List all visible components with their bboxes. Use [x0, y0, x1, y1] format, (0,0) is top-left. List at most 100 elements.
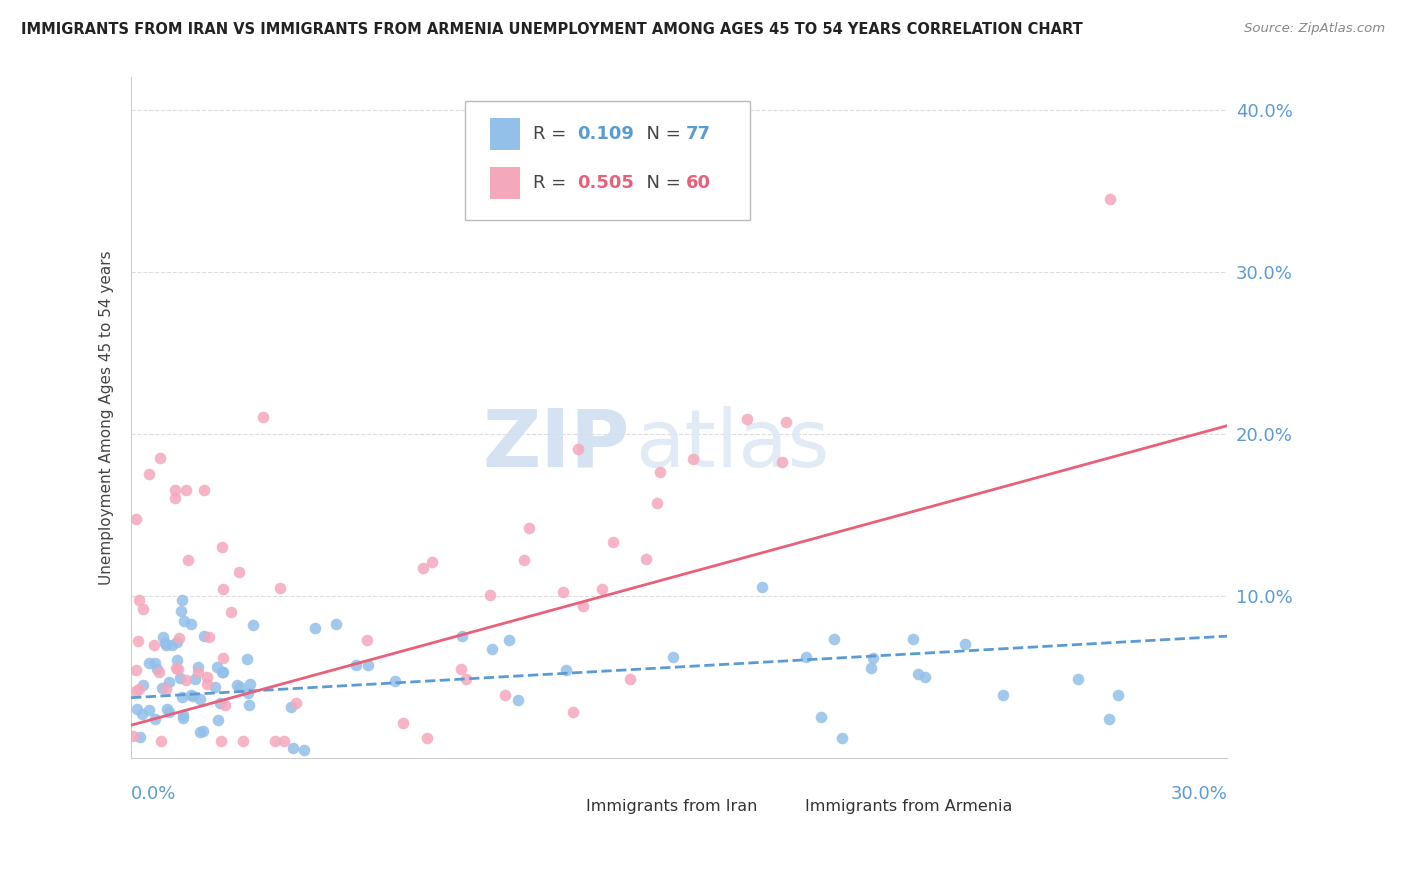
Point — [242, 618, 264, 632]
Y-axis label: Unemployment Among Ages 45 to 54 years: Unemployment Among Ages 45 to 54 years — [100, 251, 114, 585]
Text: 77: 77 — [686, 125, 711, 143]
Point — [170, 690, 193, 705]
Text: N =: N = — [636, 174, 688, 192]
Point — [991, 688, 1014, 702]
Point — [567, 442, 589, 457]
Point — [450, 662, 472, 676]
Point — [172, 711, 194, 725]
Point — [155, 638, 177, 652]
Point — [138, 656, 160, 670]
Point — [180, 616, 202, 631]
FancyBboxPatch shape — [465, 102, 751, 220]
Point — [1098, 712, 1121, 726]
Point — [166, 635, 188, 649]
Point — [187, 665, 209, 679]
Point — [128, 593, 150, 607]
Point — [187, 659, 209, 673]
Point — [1107, 688, 1129, 702]
Point — [794, 650, 817, 665]
Point — [356, 632, 378, 647]
Point — [1099, 192, 1122, 206]
Point — [284, 696, 307, 710]
Point — [273, 734, 295, 748]
Point — [188, 724, 211, 739]
Point — [148, 665, 170, 679]
Point — [176, 553, 198, 567]
Point — [152, 631, 174, 645]
Point — [165, 661, 187, 675]
Point — [172, 708, 194, 723]
Point — [751, 580, 773, 594]
Point — [221, 605, 243, 619]
Point — [450, 629, 472, 643]
Point — [143, 657, 166, 671]
Point — [170, 604, 193, 618]
Point — [269, 581, 291, 595]
Point — [645, 496, 668, 510]
Point — [508, 693, 530, 707]
Point — [211, 582, 233, 596]
Point — [420, 555, 443, 569]
Point — [907, 667, 929, 681]
Point — [823, 632, 845, 646]
Point — [212, 651, 235, 665]
Point — [173, 614, 195, 628]
Point — [562, 706, 585, 720]
Text: Immigrants from Armenia: Immigrants from Armenia — [806, 799, 1012, 814]
Point — [163, 491, 186, 506]
Point — [831, 731, 853, 746]
Point — [174, 673, 197, 688]
Point — [344, 658, 367, 673]
Point — [212, 665, 235, 679]
Point — [481, 642, 503, 657]
Point — [170, 593, 193, 607]
Point — [146, 662, 169, 676]
Point — [412, 561, 434, 575]
Point — [142, 638, 165, 652]
Point — [125, 512, 148, 526]
Text: 60: 60 — [686, 174, 711, 192]
Point — [228, 565, 250, 579]
Point — [384, 674, 406, 689]
Point — [163, 483, 186, 498]
Point — [239, 677, 262, 691]
Point — [132, 602, 155, 616]
Point — [156, 702, 179, 716]
Point — [555, 663, 578, 677]
Point — [252, 409, 274, 424]
Point — [1066, 672, 1088, 686]
Point — [281, 741, 304, 756]
Point — [236, 652, 259, 666]
Point — [264, 734, 287, 748]
Text: Immigrants from Iran: Immigrants from Iran — [586, 799, 758, 814]
Point — [180, 688, 202, 702]
Point — [191, 723, 214, 738]
Point — [770, 455, 793, 469]
Point — [602, 535, 624, 549]
Point — [494, 688, 516, 702]
Point — [195, 677, 218, 691]
Point — [193, 629, 215, 643]
Point — [121, 730, 143, 744]
FancyBboxPatch shape — [546, 793, 578, 820]
Point — [207, 660, 229, 674]
Point — [456, 672, 478, 686]
Point — [953, 637, 976, 651]
Point — [238, 698, 260, 712]
Text: IMMIGRANTS FROM IRAN VS IMMIGRANTS FROM ARMENIA UNEMPLOYMENT AMONG AGES 45 TO 54: IMMIGRANTS FROM IRAN VS IMMIGRANTS FROM … — [21, 22, 1083, 37]
Point — [174, 483, 197, 498]
Point — [619, 673, 641, 687]
Point — [207, 714, 229, 728]
Text: R =: R = — [533, 174, 572, 192]
Text: atlas: atlas — [636, 406, 830, 483]
Point — [572, 599, 595, 613]
Point — [357, 657, 380, 672]
Point — [775, 415, 797, 429]
Point — [181, 689, 204, 703]
Point — [498, 633, 520, 648]
Point — [416, 731, 439, 745]
Point — [591, 582, 613, 596]
Point — [236, 685, 259, 699]
Point — [914, 670, 936, 684]
Point — [166, 653, 188, 667]
